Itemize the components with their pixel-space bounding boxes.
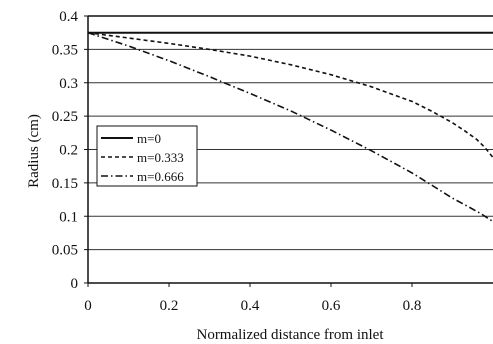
legend-entry: m=0.333: [137, 150, 184, 165]
x-tick-label: 0.6: [322, 298, 341, 314]
y-tick-label: 0: [71, 276, 79, 292]
x-tick-label: 0: [84, 298, 92, 314]
legend: m=0 m=0.333 m=0.666: [96, 125, 198, 187]
series-line-3: [87, 31, 493, 223]
legend-entry: m=0: [137, 131, 161, 146]
y-tick-label: 0.35: [52, 42, 78, 58]
legend-entry: m=0.666: [137, 169, 184, 184]
y-tick-label: 0.05: [52, 243, 78, 259]
y-tick-label: 0.3: [59, 76, 78, 92]
x-tick-label: 0.2: [160, 298, 179, 314]
legend-box: [96, 125, 198, 187]
y-axis: 0 0.05 0.1 0.15 0.2 0.25 0.3 0.35 0.4: [52, 9, 88, 292]
y-tick-label: 0.15: [52, 176, 78, 192]
series-layer: [87, 31, 493, 223]
series-line-2: [87, 31, 493, 159]
x-tick-label: 0.4: [241, 298, 260, 314]
x-axis-title: Normalized distance from inlet: [196, 327, 384, 343]
y-tick-label: 0.25: [52, 109, 78, 125]
x-axis: 0 0.2 0.4 0.6 0.8: [84, 283, 421, 314]
y-tick-label: 0.4: [59, 9, 78, 25]
y-axis-title: Radius (cm): [26, 114, 42, 188]
x-tick-label: 0.8: [403, 298, 422, 314]
y-tick-label: 0.2: [59, 143, 78, 159]
y-tick-label: 0.1: [59, 209, 78, 225]
